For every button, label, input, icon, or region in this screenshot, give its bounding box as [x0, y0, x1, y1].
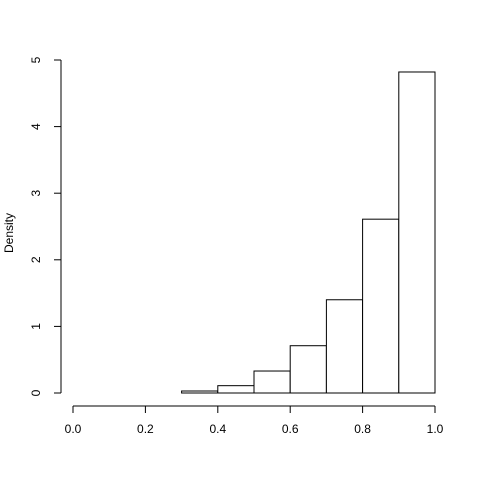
- bar: [362, 218, 400, 394]
- y-axis-label: Density: [2, 213, 16, 253]
- x-tick-label: 0.6: [282, 422, 299, 436]
- x-tick-label: 0.4: [209, 422, 226, 436]
- y-tick-label: 0: [29, 389, 43, 396]
- x-tick-label: 0.0: [65, 422, 82, 436]
- bar: [289, 345, 327, 394]
- y-tick-label: 2: [29, 256, 43, 263]
- y-tick-label: 5: [29, 56, 43, 63]
- bar: [253, 370, 291, 394]
- bar: [325, 299, 364, 394]
- bar: [398, 71, 436, 394]
- x-tick-label: 0.2: [137, 422, 154, 436]
- x-tick-label: 1.0: [427, 422, 444, 436]
- y-tick-label: 1: [29, 323, 43, 330]
- x-tick-label: 0.8: [354, 422, 371, 436]
- bar: [217, 385, 255, 394]
- y-tick-label: 3: [29, 190, 43, 197]
- y-tick-label: 4: [29, 123, 43, 130]
- bar: [181, 390, 219, 394]
